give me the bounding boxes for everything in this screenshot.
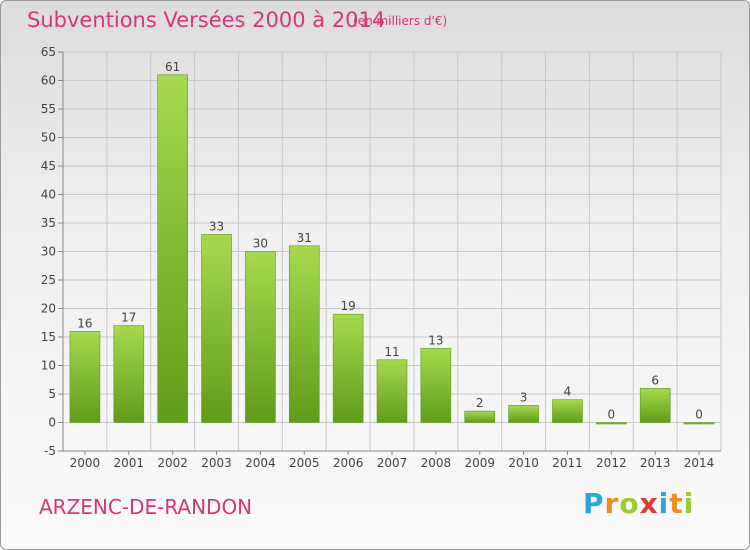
x-tick-label-2013: 2013: [640, 456, 671, 470]
bar-2014: [683, 422, 715, 425]
y-tick-label: 15: [41, 330, 56, 344]
x-tick-label-2004: 2004: [245, 456, 276, 470]
data-label-2000: 16: [77, 316, 92, 330]
logo-letter: P: [583, 487, 605, 520]
commune-name: ARZENC-DE-RANDON: [39, 495, 253, 519]
y-tick-label: 20: [41, 302, 56, 316]
bar-2012: [596, 422, 627, 425]
data-label-2013: 6: [651, 373, 659, 387]
y-tick-label: 40: [41, 188, 56, 202]
data-label-2007: 11: [384, 345, 399, 359]
y-tick-label: 60: [41, 74, 56, 88]
y-tick-label: 50: [41, 131, 56, 145]
bar-2006: [332, 313, 364, 423]
x-tick-label-2011: 2011: [552, 456, 583, 470]
data-label-2009: 2: [476, 396, 484, 410]
data-label-2011: 4: [564, 385, 572, 399]
data-label-2006: 19: [340, 299, 355, 313]
bar-2005: [288, 245, 320, 423]
bar-2009: [464, 410, 496, 423]
y-tick-label: 65: [41, 45, 56, 59]
y-tick-label: 5: [48, 387, 56, 401]
bar-2010: [508, 405, 539, 423]
bar-2000: [69, 330, 101, 423]
bar-2013: [639, 387, 671, 423]
y-tick-label: -5: [44, 444, 56, 458]
logo-letter: r: [604, 487, 620, 520]
x-tick-label-2009: 2009: [464, 456, 495, 470]
logo-letter: o: [619, 487, 640, 520]
y-tick-label: 25: [41, 273, 56, 287]
x-tick-label-2014: 2014: [684, 456, 715, 470]
y-tick-label: 30: [41, 245, 56, 259]
x-tick-label-2000: 2000: [70, 456, 101, 470]
logo-letter: i: [683, 487, 695, 520]
y-tick-label: 10: [41, 359, 56, 373]
proxiti-logo: Proxiti: [583, 487, 694, 520]
bar-2004: [245, 251, 276, 423]
bar-2007: [376, 359, 408, 423]
data-label-2010: 3: [520, 390, 528, 404]
y-tick-label: 45: [41, 159, 56, 173]
x-tick-label-2003: 2003: [201, 456, 232, 470]
bar-2011: [552, 399, 583, 423]
data-label-2003: 33: [209, 219, 224, 233]
chart-title: Subventions Versées 2000 à 2014: [27, 8, 386, 32]
data-label-2005: 31: [297, 231, 312, 245]
y-tick-label: 35: [41, 216, 56, 230]
bars: [69, 74, 715, 425]
logo-letter: x: [639, 487, 659, 520]
x-tick-label-2005: 2005: [289, 456, 320, 470]
x-tick-label-2001: 2001: [114, 456, 145, 470]
data-label-2002: 61: [165, 60, 180, 74]
logo-letter: i: [658, 487, 670, 520]
x-tick-label-2006: 2006: [333, 456, 364, 470]
y-tick-label: 55: [41, 102, 56, 116]
data-label-2008: 13: [428, 333, 443, 347]
bar-2001: [113, 325, 145, 423]
x-tick-label-2007: 2007: [377, 456, 408, 470]
x-tick-label-2008: 2008: [421, 456, 452, 470]
data-labels: 16 17 61 33 30 31 19 11 13 2 3 4 0 6 0: [77, 60, 703, 422]
data-label-2001: 17: [121, 311, 136, 325]
bar-2008: [420, 348, 452, 423]
x-tick-label-2012: 2012: [596, 456, 627, 470]
data-label-2012: 0: [608, 408, 616, 422]
logo-letter: t: [669, 487, 684, 520]
bar-2003: [201, 234, 232, 423]
bar-2002: [157, 74, 188, 423]
x-tick-label-2002: 2002: [157, 456, 188, 470]
data-label-2014: 0: [695, 408, 703, 422]
x-tick-label-2010: 2010: [508, 456, 539, 470]
y-tick-label: 0: [48, 416, 56, 430]
data-label-2004: 30: [253, 237, 268, 251]
chart-subtitle: (en milliers d'€): [353, 14, 448, 28]
